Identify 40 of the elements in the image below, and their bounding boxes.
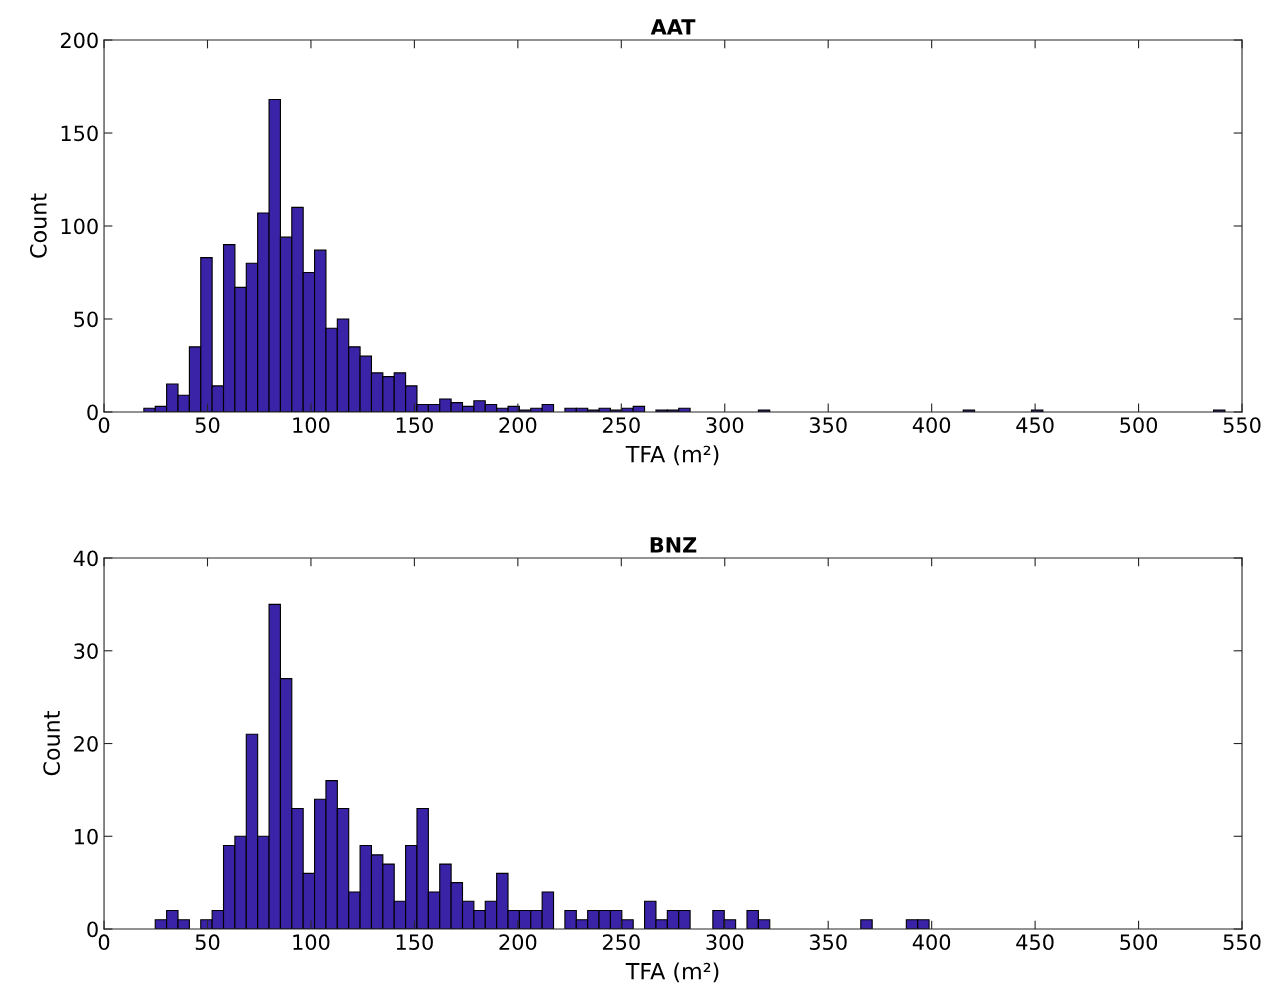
y-tick-label: 10 <box>74 828 98 845</box>
chart-title: AAT <box>650 19 696 35</box>
x-tick-label: 450 <box>1016 934 1054 951</box>
y-tick-label: 40 <box>73 550 98 567</box>
x-tick-label: 400 <box>912 934 951 951</box>
x-tick-label: 150 <box>396 417 433 433</box>
x-tick-label: 100 <box>293 934 330 951</box>
x-tick-label: 0 <box>98 417 110 433</box>
chart-title: BNZ <box>650 537 697 553</box>
y-tick-label: 150 <box>61 125 98 142</box>
x-tick-label: 550 <box>1223 934 1261 951</box>
x-axis-title: TFA (m²) <box>625 962 719 983</box>
x-tick-label: 0 <box>98 934 110 951</box>
x-tick-label: 350 <box>809 417 847 433</box>
x-tick-label: 450 <box>1016 417 1054 433</box>
x-tick-label: 200 <box>499 417 537 433</box>
y-tick-label: 200 <box>60 32 98 49</box>
x-tick-label: 250 <box>602 934 640 951</box>
x-tick-label: 200 <box>499 934 537 951</box>
x-tick-label: 300 <box>706 934 744 951</box>
x-tick-label: 400 <box>912 417 951 433</box>
y-tick-label: 20 <box>74 735 98 752</box>
y-tick-label: 30 <box>74 643 98 659</box>
y-tick-label: 0 <box>87 921 98 938</box>
x-tick-label: 150 <box>396 934 433 951</box>
x-tick-label: 350 <box>809 934 847 951</box>
x-tick-label: 250 <box>602 417 640 433</box>
y-tick-label: 0 <box>87 404 98 421</box>
y-tick-label: 100 <box>61 218 98 235</box>
x-tick-label: 300 <box>706 417 744 433</box>
x-tick-label: 550 <box>1223 417 1261 433</box>
x-axis-title: TFA (m²) <box>625 445 719 466</box>
x-tick-label: 100 <box>293 417 330 433</box>
y-axis-title: Count <box>43 711 61 776</box>
x-tick-label: 500 <box>1120 934 1158 951</box>
x-tick-label: 500 <box>1120 417 1158 433</box>
x-tick-label: 50 <box>195 934 220 951</box>
x-tick-label: 50 <box>195 417 220 433</box>
y-axis-title: Count <box>29 193 47 258</box>
y-tick-label: 50 <box>74 311 98 328</box>
